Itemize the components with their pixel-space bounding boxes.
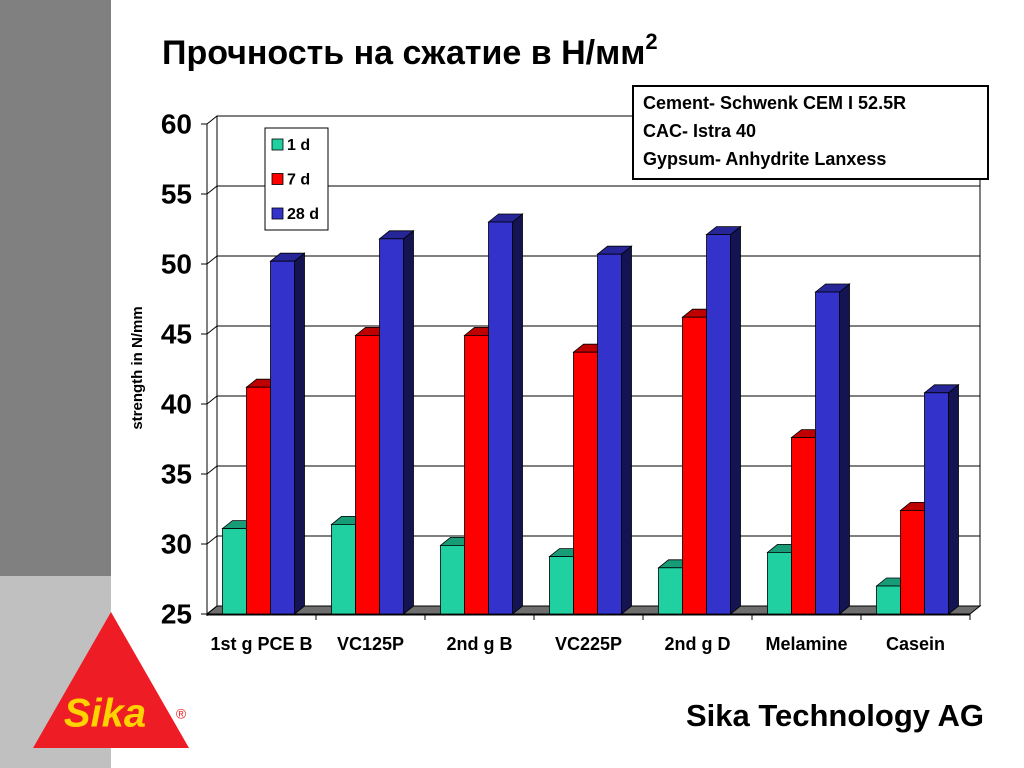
- bar: [488, 221, 513, 615]
- y-tick-label: 35: [161, 458, 192, 489]
- x-tick-label: Casein: [885, 634, 946, 654]
- bar: [246, 386, 271, 615]
- bar: [440, 545, 465, 615]
- bar: [355, 334, 380, 615]
- bar: [658, 567, 683, 615]
- y-tick-label: 40: [161, 388, 192, 419]
- bar-side: [730, 225, 741, 615]
- bar: [331, 524, 356, 615]
- bar: [876, 585, 901, 615]
- legend-swatch: [271, 173, 284, 185]
- y-axis-label: strength in N/mm: [129, 306, 146, 429]
- y-tick-label: 60: [161, 108, 192, 139]
- bar: [464, 334, 489, 615]
- bar-side: [621, 245, 632, 615]
- annotation: CAC- Istra 40: [643, 121, 756, 141]
- annotation-box: [632, 85, 989, 180]
- annotation: Gypsum- Anhydrite Lanxess: [643, 149, 886, 169]
- footer: Sika Technology AG: [686, 698, 984, 733]
- bar: [767, 552, 792, 615]
- title-sup: 2: [645, 29, 657, 54]
- bar: [573, 351, 598, 615]
- bar: [706, 234, 731, 615]
- bar: [549, 556, 574, 615]
- legend-swatch: [271, 207, 284, 220]
- title-main: Прочность на сжатие в Н/мм: [162, 34, 645, 72]
- x-tick-label: VC225P: [554, 634, 623, 654]
- bar-side: [839, 283, 850, 615]
- side-band: [0, 0, 111, 576]
- annotation: Cement- Schwenk CEM I 52.5R: [643, 93, 906, 113]
- chart-title: Прочность на сжатие в Н/мм2: [162, 29, 658, 72]
- grid-line: [206, 185, 980, 195]
- x-tick-label: VC125P: [336, 634, 405, 654]
- bar-side: [294, 252, 305, 615]
- bar: [924, 392, 949, 615]
- bar: [270, 260, 295, 615]
- bar: [791, 437, 816, 615]
- logo-triangle: [33, 612, 189, 748]
- bar-side: [403, 229, 414, 615]
- y-tick-label: 45: [161, 318, 192, 349]
- x-tick-label: 2nd g D: [664, 634, 731, 654]
- legend-label: 28 d: [287, 206, 319, 223]
- bar: [682, 316, 707, 615]
- x-tick-label: Melamine: [765, 634, 848, 654]
- legend-swatch: [271, 138, 284, 151]
- x-tick-label: 2nd g B: [446, 634, 513, 654]
- bar: [815, 291, 840, 615]
- logo-text: Sika: [64, 692, 146, 736]
- x-tick-label: 1st g PCE B: [210, 634, 313, 654]
- bar: [379, 238, 404, 615]
- bar-side: [948, 383, 959, 615]
- legend-label: 7 d: [287, 172, 310, 189]
- logo-mark: ®: [176, 706, 187, 722]
- y-tick-label: 50: [161, 248, 192, 279]
- bar: [900, 509, 925, 615]
- y-tick-label: 30: [161, 528, 192, 559]
- bar: [222, 528, 247, 615]
- legend-label: 1 d: [287, 137, 310, 154]
- y-tick-label: 55: [161, 178, 192, 209]
- bar-side: [512, 213, 523, 615]
- plot: 25 30 35 40 45 50 55 60 1 d 7 d 28 d: [161, 108, 982, 629]
- bar: [597, 253, 622, 615]
- y-tick-label: 25: [161, 598, 192, 629]
